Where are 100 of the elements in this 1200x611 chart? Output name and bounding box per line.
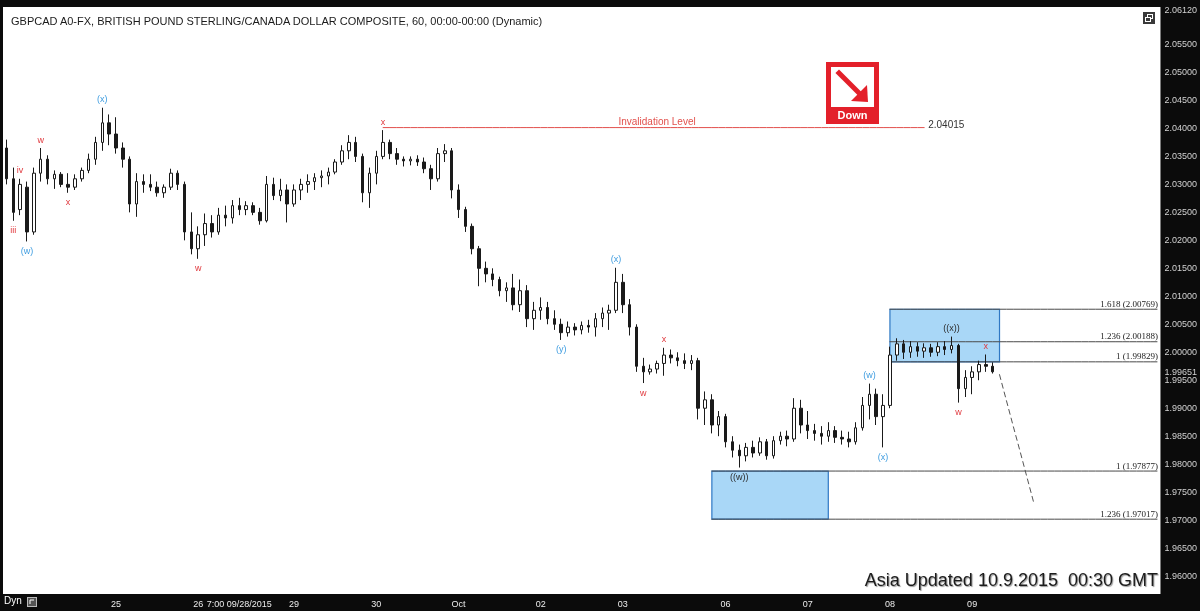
candlestick bbox=[587, 319, 590, 334]
candlestick bbox=[203, 212, 207, 247]
candlestick bbox=[916, 341, 919, 358]
candlestick bbox=[792, 397, 796, 443]
x-tick-label: 30 bbox=[371, 598, 382, 609]
x-tick-label: Oct bbox=[451, 598, 466, 609]
candlestick bbox=[73, 173, 77, 191]
annotation: x bbox=[65, 197, 71, 208]
candlestick bbox=[114, 116, 118, 155]
candlestick bbox=[553, 309, 556, 331]
candlestick bbox=[176, 169, 179, 191]
candlestick bbox=[12, 167, 15, 222]
candlestick bbox=[59, 171, 63, 188]
candlestick bbox=[676, 351, 679, 367]
candlestick bbox=[142, 173, 145, 194]
down-badge: Down bbox=[826, 62, 879, 124]
candlestick bbox=[299, 178, 303, 201]
candlestick bbox=[573, 322, 577, 336]
candlestick bbox=[669, 348, 673, 364]
candlestick bbox=[594, 312, 597, 338]
y-tick-label: 1.97000 bbox=[1164, 515, 1198, 526]
candlestick bbox=[265, 175, 268, 223]
candlestick bbox=[422, 157, 426, 174]
y-tick-label: 2.06120 bbox=[1164, 4, 1198, 15]
series-label: 1.236 (1.97017) bbox=[1100, 508, 1159, 519]
candlestick bbox=[621, 273, 625, 314]
candlestick bbox=[785, 430, 789, 447]
candlestick bbox=[601, 306, 604, 328]
annotation: Asia Updated 10.9.2015 00:30 GMT bbox=[864, 569, 1158, 591]
candlestick bbox=[772, 435, 775, 460]
candlestick bbox=[121, 141, 125, 169]
candlestick bbox=[546, 301, 549, 325]
candlestick bbox=[936, 341, 940, 357]
candlestick bbox=[614, 267, 618, 314]
y-tick-label: 1.99651 bbox=[1164, 366, 1198, 377]
candlestick bbox=[758, 436, 762, 457]
y-tick-label: 1.99500 bbox=[1164, 375, 1198, 386]
annotation: iv bbox=[16, 165, 24, 176]
candlestick bbox=[272, 177, 275, 201]
candlestick bbox=[217, 207, 220, 236]
annotation: (w) bbox=[20, 245, 34, 256]
candlestick bbox=[395, 147, 399, 166]
candlestick bbox=[607, 304, 611, 331]
candlestick bbox=[94, 136, 97, 166]
candlestick bbox=[354, 136, 357, 163]
x-tick-label: 07 bbox=[802, 598, 813, 609]
x-tick-label: 29 bbox=[289, 598, 300, 609]
y-tick-label: 2.05000 bbox=[1164, 67, 1198, 78]
candlestick bbox=[196, 225, 200, 260]
candlestick bbox=[518, 279, 522, 313]
y-tick-label: 1.96000 bbox=[1164, 571, 1198, 582]
candlestick bbox=[902, 339, 905, 360]
candlestick bbox=[655, 360, 659, 375]
y-tick-label: 2.03500 bbox=[1164, 151, 1198, 162]
annotation: (w) bbox=[863, 370, 876, 381]
candlestick bbox=[443, 143, 447, 163]
candlestick bbox=[149, 173, 152, 192]
candlestick bbox=[436, 147, 440, 183]
candlestick bbox=[977, 360, 981, 381]
annotation: Down bbox=[836, 109, 869, 122]
candlestick bbox=[238, 197, 241, 216]
candlestick bbox=[683, 352, 686, 370]
y-tick-label: 2.02000 bbox=[1164, 235, 1198, 246]
candlestick bbox=[861, 396, 864, 432]
candlestick bbox=[224, 205, 227, 227]
x-tick-label: 08 bbox=[884, 598, 895, 609]
candlestick bbox=[744, 442, 748, 462]
series-label: 1 (1.97877) bbox=[1116, 460, 1159, 471]
candlestick bbox=[559, 318, 563, 341]
candlestick bbox=[566, 320, 570, 338]
candlestick bbox=[539, 296, 542, 321]
candlestick bbox=[827, 421, 830, 443]
candlestick bbox=[984, 354, 988, 373]
y-tick-label: 1.97500 bbox=[1164, 487, 1198, 498]
candlestick bbox=[135, 172, 138, 218]
candlestick bbox=[450, 147, 453, 199]
candlestick bbox=[525, 284, 529, 328]
y-tick-label: 1.99000 bbox=[1164, 403, 1198, 414]
candlestick bbox=[833, 425, 837, 444]
candlestick bbox=[183, 181, 186, 241]
y-tick-label: 2.00000 bbox=[1164, 347, 1198, 358]
candlestick bbox=[429, 164, 433, 191]
candlestick bbox=[724, 413, 727, 448]
x-tick-label: 26 bbox=[193, 598, 204, 609]
text: Dyn bbox=[4, 595, 22, 607]
candlestick bbox=[648, 364, 652, 376]
series-label: 1 (1.99829) bbox=[1116, 351, 1159, 362]
annotation: x bbox=[380, 116, 386, 127]
candlestick bbox=[66, 172, 70, 194]
candlestick bbox=[532, 301, 536, 331]
candlestick bbox=[375, 150, 378, 185]
candlestick bbox=[799, 399, 803, 434]
candlestick bbox=[505, 281, 508, 303]
x-tick-label: 25 bbox=[111, 598, 122, 609]
y-tick-label: 2.03000 bbox=[1164, 179, 1198, 190]
candlestick bbox=[128, 155, 131, 213]
candlestick bbox=[964, 369, 967, 398]
candlestick bbox=[388, 139, 392, 160]
candlestick bbox=[703, 390, 707, 426]
annotation: (x) bbox=[877, 451, 889, 462]
